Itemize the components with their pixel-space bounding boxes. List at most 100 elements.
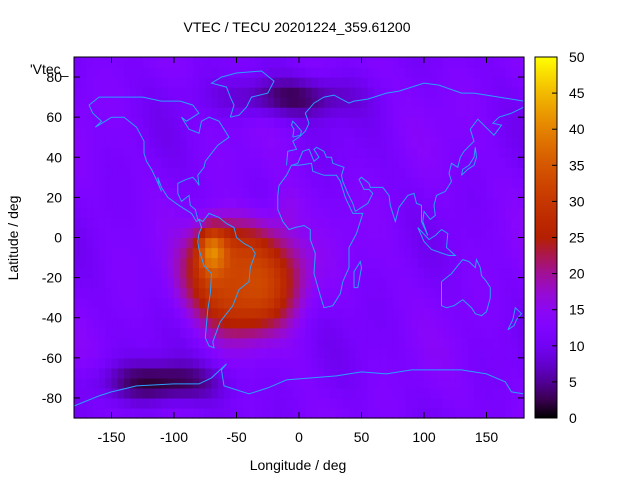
- heat-cell: [405, 97, 413, 108]
- heat-cell: [374, 347, 381, 359]
- heat-cell: [361, 397, 369, 409]
- heat-cell: [111, 297, 119, 309]
- heat-cell: [205, 57, 213, 68]
- heat-cell: [167, 277, 175, 289]
- heat-cell: [149, 77, 156, 88]
- heat-cell: [280, 327, 288, 339]
- heat-cell: [311, 327, 319, 339]
- heat-cell: [161, 397, 169, 409]
- heat-cell: [286, 217, 294, 229]
- heat-cell: [274, 377, 281, 389]
- heat-cell: [74, 147, 81, 158]
- heat-cell: [417, 327, 425, 339]
- heat-cell: [86, 327, 94, 339]
- heat-cell: [292, 367, 300, 379]
- heat-cell: [224, 287, 231, 299]
- heat-cell: [261, 397, 269, 409]
- heat-cell: [105, 357, 113, 369]
- heat-cell: [411, 297, 419, 309]
- heat-cell: [511, 377, 519, 389]
- heat-cell: [417, 67, 425, 78]
- heat-cell: [124, 337, 131, 349]
- heat-cell: [192, 367, 200, 379]
- heat-cell: [461, 297, 469, 309]
- heat-cell: [267, 57, 275, 68]
- heat-cell: [74, 307, 81, 319]
- heat-cell: [280, 67, 288, 78]
- heat-cell: [442, 407, 450, 419]
- heat-cell: [74, 337, 81, 349]
- heat-cell: [86, 247, 94, 259]
- heat-cell: [105, 117, 113, 128]
- heat-cell: [80, 317, 88, 329]
- heat-cell: [392, 347, 400, 359]
- heat-cell: [124, 107, 131, 118]
- heat-cell: [505, 127, 513, 138]
- heat-cell: [467, 237, 475, 249]
- heat-cell: [280, 277, 288, 289]
- heat-cell: [449, 97, 456, 108]
- colorbar-tick-label: 40: [569, 121, 585, 137]
- heat-cell: [405, 267, 413, 279]
- heat-cell: [130, 407, 138, 419]
- heat-cell: [486, 297, 494, 309]
- heat-cell: [261, 347, 269, 359]
- heat-cell: [417, 117, 425, 128]
- heat-cell: [461, 107, 469, 118]
- heat-cell: [161, 367, 169, 379]
- heat-cell: [317, 347, 325, 359]
- heat-cell: [286, 127, 294, 138]
- coastline-madagascar: [353, 260, 363, 289]
- heat-cell: [117, 397, 125, 409]
- heat-cell: [411, 107, 419, 118]
- heat-cell: [280, 127, 288, 138]
- heat-cell: [299, 117, 306, 128]
- heat-cell: [449, 367, 456, 379]
- heat-cell: [355, 227, 363, 239]
- heat-cell: [430, 267, 438, 279]
- heat-cell: [117, 237, 125, 249]
- heat-cell: [236, 107, 244, 118]
- heat-cell: [486, 337, 494, 349]
- heat-cell: [417, 97, 425, 108]
- heat-cell: [349, 297, 356, 309]
- heat-cell: [161, 327, 169, 339]
- heat-cell: [499, 207, 506, 219]
- heat-cell: [142, 357, 150, 369]
- heat-cell: [242, 107, 250, 118]
- heat-cell: [267, 297, 275, 309]
- heat-cell: [161, 227, 169, 239]
- heat-cell: [80, 327, 88, 339]
- heat-cell: [455, 77, 463, 88]
- coastline-japan: [461, 147, 478, 176]
- heat-cell: [180, 337, 188, 349]
- heat-cell: [167, 377, 175, 389]
- heat-cell: [286, 267, 294, 279]
- heat-cell: [324, 187, 331, 198]
- heat-cell: [136, 347, 144, 359]
- heat-cell: [342, 67, 350, 78]
- heat-cell: [486, 197, 494, 209]
- heat-cell: [349, 127, 356, 138]
- heat-cell: [492, 227, 500, 239]
- heat-cell: [205, 167, 213, 178]
- heat-cell: [111, 97, 119, 108]
- heat-cell: [349, 387, 356, 399]
- heat-cell: [142, 407, 150, 419]
- heat-cell: [380, 327, 388, 339]
- heat-cell: [449, 387, 456, 399]
- heat-cell: [280, 177, 288, 188]
- heat-cell: [255, 397, 263, 409]
- heat-cell: [111, 137, 119, 148]
- heat-cell: [486, 397, 494, 409]
- heat-cell: [261, 147, 269, 158]
- heat-cell: [174, 117, 181, 128]
- y-tick-label: 0: [54, 230, 62, 246]
- heat-cell: [149, 197, 156, 209]
- heat-cell: [380, 227, 388, 239]
- heat-cell: [124, 227, 131, 239]
- heat-cell: [149, 227, 156, 239]
- heat-cell: [174, 77, 181, 88]
- heat-cell: [449, 77, 456, 88]
- heat-cell: [517, 297, 525, 309]
